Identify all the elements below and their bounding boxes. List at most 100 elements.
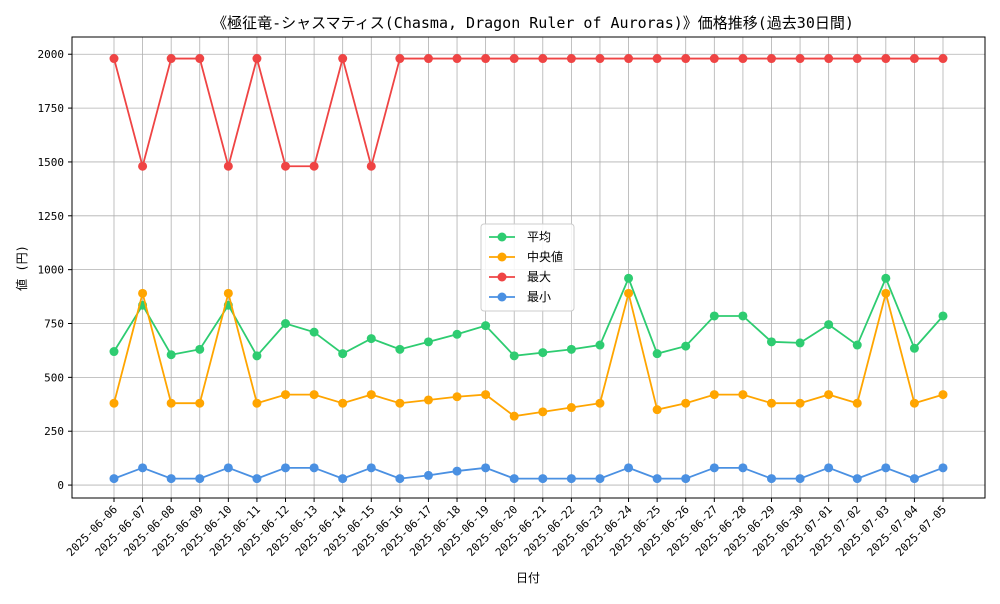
data-point	[595, 54, 605, 64]
data-point	[452, 329, 462, 339]
series-2	[109, 54, 948, 171]
data-point	[481, 390, 491, 400]
chart-title: 《極征竜-シャスマティス(Chasma, Dragon Ruler of Aur…	[212, 14, 854, 32]
data-point	[624, 463, 634, 473]
data-point	[538, 474, 548, 484]
data-point	[595, 474, 605, 484]
data-point	[881, 463, 891, 473]
data-point	[766, 337, 776, 347]
y-tick-label: 1000	[38, 264, 65, 277]
data-point	[538, 407, 548, 417]
data-point	[366, 161, 376, 171]
data-point	[738, 463, 748, 473]
data-point	[852, 54, 862, 64]
data-point	[366, 390, 376, 400]
data-point	[509, 474, 519, 484]
data-point	[595, 340, 605, 350]
data-point	[109, 398, 119, 408]
data-point	[824, 320, 834, 330]
y-tick-label: 250	[44, 425, 64, 438]
data-point	[138, 161, 148, 171]
data-point	[109, 474, 119, 484]
data-point	[366, 463, 376, 473]
data-point	[538, 348, 548, 358]
data-point	[252, 398, 262, 408]
data-point	[166, 350, 176, 360]
series-3	[109, 463, 948, 484]
data-point	[223, 161, 233, 171]
data-point	[624, 288, 634, 298]
legend-label: 中央値	[527, 249, 563, 264]
data-point	[223, 288, 233, 298]
data-point	[338, 349, 348, 359]
data-point	[738, 311, 748, 321]
data-point	[195, 344, 205, 354]
data-point	[423, 470, 433, 480]
data-point	[681, 341, 691, 351]
data-point	[766, 474, 776, 484]
data-point	[938, 463, 948, 473]
data-point	[195, 398, 205, 408]
data-point	[338, 398, 348, 408]
y-axis-label: 値 (円)	[14, 245, 29, 291]
data-point	[195, 474, 205, 484]
data-point	[909, 474, 919, 484]
y-tick-label: 0	[57, 479, 64, 492]
data-point	[481, 463, 491, 473]
series-line	[113, 289, 944, 418]
data-point	[395, 398, 405, 408]
y-tick-label: 1500	[38, 156, 65, 169]
data-point	[423, 395, 433, 405]
legend-label: 平均	[527, 230, 551, 244]
data-point	[852, 474, 862, 484]
data-point	[509, 411, 519, 421]
data-point	[338, 54, 348, 64]
data-point	[481, 321, 491, 331]
data-point	[566, 474, 576, 484]
data-point	[138, 288, 148, 298]
data-point	[566, 54, 576, 64]
data-point	[423, 337, 433, 347]
plot-frame	[71, 36, 986, 499]
data-point	[538, 54, 548, 64]
data-point	[909, 343, 919, 353]
data-point	[281, 390, 291, 400]
data-point	[252, 474, 262, 484]
y-axis: 0 250 500 750 1000 1250 1500 1750 2000	[38, 48, 72, 492]
data-point	[509, 351, 519, 361]
series-line	[113, 275, 944, 358]
legend-label: 最小	[527, 290, 551, 304]
legend-box	[480, 223, 575, 312]
data-point	[166, 398, 176, 408]
data-point	[909, 54, 919, 64]
data-point	[852, 340, 862, 350]
data-point	[652, 474, 662, 484]
data-point	[709, 54, 719, 64]
data-point	[824, 54, 834, 64]
data-point	[252, 351, 262, 361]
data-point	[452, 392, 462, 402]
data-point	[423, 54, 433, 64]
data-point	[766, 398, 776, 408]
data-point	[166, 54, 176, 64]
data-point	[795, 54, 805, 64]
series-line	[113, 466, 944, 480]
data-point	[595, 398, 605, 408]
y-tick-label: 2000	[38, 48, 65, 61]
data-point	[824, 463, 834, 473]
legend-label: 最大	[527, 270, 551, 284]
series-1	[109, 288, 948, 421]
y-tick-label: 750	[44, 318, 64, 331]
legend-marker	[497, 252, 507, 262]
data-point	[709, 390, 719, 400]
data-point	[395, 344, 405, 354]
data-point	[481, 54, 491, 64]
data-point	[223, 463, 233, 473]
y-tick-label: 1750	[38, 102, 65, 115]
data-point	[366, 334, 376, 344]
data-point	[795, 474, 805, 484]
data-point	[681, 474, 691, 484]
x-axis-label: 日付	[516, 571, 540, 585]
